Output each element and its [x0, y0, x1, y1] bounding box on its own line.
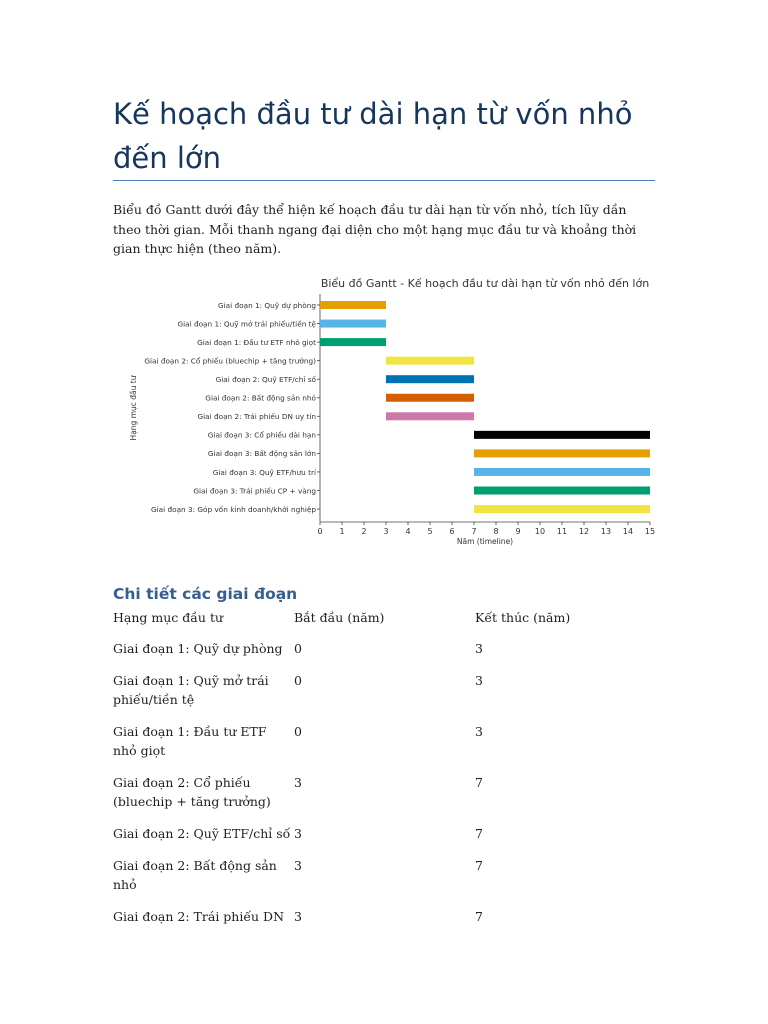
- x-tick-label: 14: [623, 527, 633, 536]
- task-label: Giai đoạn 3: Cổ phiếu dài hạn: [208, 431, 316, 440]
- task-bar: [386, 393, 474, 402]
- task-label: Giai đoạn 1: Quỹ dự phòng: [218, 301, 316, 310]
- task-bar: [474, 486, 650, 495]
- task-label: Giai đoạn 3: Góp vốn kinh doanh/khởi ngh…: [151, 505, 316, 514]
- task-label: Giai đoạn 1: Đầu tư ETF nhỏ giọt: [197, 338, 316, 347]
- cell-end: 7: [475, 858, 483, 873]
- task-label: Giai đoạn 3: Bất động sản lớn: [208, 449, 316, 458]
- x-tick-label: 0: [317, 527, 322, 536]
- table-row: Giai đoạn 2: Trái phiếu DN 3 7: [113, 907, 673, 939]
- task-bar: [386, 375, 474, 384]
- cell-start: 0: [294, 724, 302, 739]
- x-axis-label: Năm (timeline): [457, 537, 513, 546]
- page-title: Kế hoạch đầu tư dài hạn từ vốn nhỏ đến l…: [113, 97, 633, 175]
- table-row: Giai đoạn 1: Đầu tư ETF nhỏ giọt 0 3: [113, 722, 673, 773]
- x-tick-label: 8: [493, 527, 498, 536]
- table-row: Giai đoạn 1: Quỹ mở trái phiếu/tiền tệ 0…: [113, 671, 673, 722]
- cell-start: 0: [294, 673, 302, 688]
- table-row: Giai đoạn 2: Cổ phiếu (bluechip + tăng t…: [113, 773, 673, 824]
- table-header-row: Hạng mục đầu tư Bắt đầu (năm) Kết thúc (…: [113, 608, 673, 639]
- cell-start: 3: [294, 909, 302, 924]
- column-header-start: Bắt đầu (năm): [294, 610, 385, 625]
- phase-detail-table: Hạng mục đầu tư Bắt đầu (năm) Kết thúc (…: [113, 608, 673, 939]
- task-label: Giai đoạn 1: Quỹ mở trái phiếu/tiền tệ: [177, 319, 316, 328]
- task-bar: [386, 412, 474, 421]
- cell-start: 3: [294, 858, 302, 873]
- x-tick-label: 2: [361, 527, 366, 536]
- cell-start: 3: [294, 775, 302, 790]
- cell-end: 7: [475, 775, 483, 790]
- task-label: Giai đoạn 2: Quỹ ETF/chỉ số: [216, 375, 317, 384]
- x-tick-label: 7: [471, 527, 476, 536]
- table-row: Giai đoạn 2: Bất động sản nhỏ 3 7: [113, 856, 673, 907]
- x-tick-label: 4: [405, 527, 410, 536]
- task-bar: [320, 338, 386, 347]
- task-label: Giai đoạn 3: Trái phiếu CP + vàng: [193, 486, 316, 495]
- cell-end: 7: [475, 909, 483, 924]
- cell-start: 0: [294, 641, 302, 656]
- cell-end: 3: [475, 673, 483, 688]
- task-label: Giai đoạn 2: Trái phiếu DN uy tín: [197, 412, 316, 421]
- task-bar: [386, 356, 474, 365]
- gantt-chart: Biểu đồ Gantt - Kế hoạch đầu tư dài hạn …: [128, 268, 658, 550]
- gantt-chart-svg: Biểu đồ Gantt - Kế hoạch đầu tư dài hạn …: [129, 277, 655, 546]
- x-tick-label: 6: [449, 527, 454, 536]
- y-axis-label: Hạng mục đầu tư: [129, 374, 138, 440]
- x-tick-label: 9: [515, 527, 520, 536]
- cell-item: Giai đoạn 2: Trái phiếu DN: [113, 909, 285, 924]
- task-bar: [474, 449, 650, 458]
- cell-item: Giai đoạn 1: Quỹ dự phòng: [113, 641, 283, 656]
- cell-item: Giai đoạn 2: Bất động sản nhỏ: [113, 858, 277, 892]
- cell-end: 7: [475, 826, 483, 841]
- cell-item: Giai đoạn 2: Cổ phiếu (bluechip + tăng t…: [113, 775, 271, 809]
- chart-title: Biểu đồ Gantt - Kế hoạch đầu tư dài hạn …: [321, 277, 649, 290]
- column-header-end: Kết thúc (năm): [475, 610, 571, 625]
- cell-end: 3: [475, 724, 483, 739]
- cell-start: 3: [294, 826, 302, 841]
- task-label: Giai đoạn 2: Cổ phiếu (bluechip + tăng t…: [144, 356, 316, 365]
- x-tick-label: 11: [557, 527, 567, 536]
- table-row: Giai đoạn 1: Quỹ dự phòng 0 3: [113, 639, 673, 671]
- x-tick-label: 13: [601, 527, 611, 536]
- task-bar: [320, 301, 386, 309]
- section-heading: Chi tiết các giai đoạn: [113, 585, 298, 603]
- table-row: Giai đoạn 2: Quỹ ETF/chỉ số 3 7: [113, 824, 673, 856]
- x-tick-label: 1: [339, 527, 344, 536]
- task-bar: [474, 505, 650, 514]
- task-bar: [474, 467, 650, 476]
- cell-item: Giai đoạn 1: Đầu tư ETF nhỏ giọt: [113, 724, 267, 758]
- title-divider: [113, 180, 655, 181]
- task-bar: [474, 430, 650, 439]
- x-tick-label: 5: [427, 527, 432, 536]
- column-header-item: Hạng mục đầu tư: [113, 610, 224, 625]
- x-tick-label: 12: [579, 527, 589, 536]
- task-label: Giai đoạn 2: Bất động sản nhỏ: [205, 394, 316, 403]
- cell-end: 3: [475, 641, 483, 656]
- x-tick-label: 10: [535, 527, 545, 536]
- cell-item: Giai đoạn 2: Quỹ ETF/chỉ số: [113, 826, 291, 841]
- x-tick-label: 3: [383, 527, 388, 536]
- task-label: Giai đoạn 3: Quỹ ETF/hưu trí: [213, 468, 317, 477]
- cell-item: Giai đoạn 1: Quỹ mở trái phiếu/tiền tệ: [113, 673, 269, 707]
- x-tick-label: 15: [645, 527, 655, 536]
- intro-paragraph: Biểu đồ Gantt dưới đây thể hiện kế hoạch…: [113, 202, 637, 256]
- task-bar: [320, 319, 386, 328]
